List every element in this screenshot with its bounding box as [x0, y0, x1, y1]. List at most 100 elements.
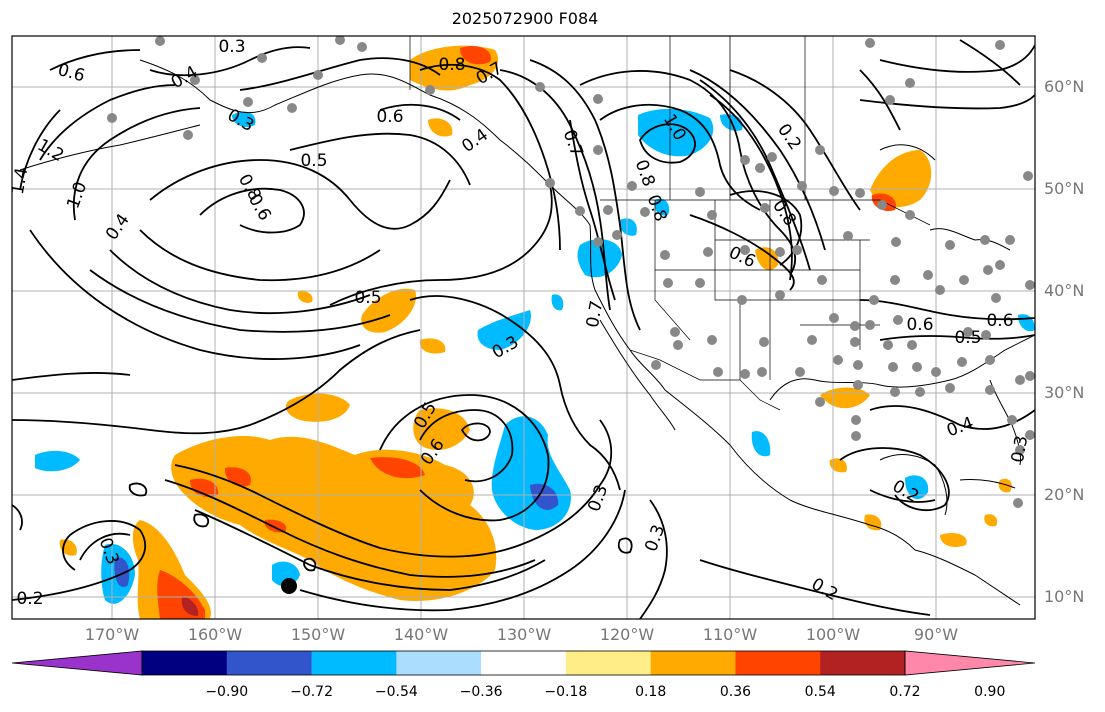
contour-0-3-ne	[859, 69, 901, 131]
fill-pos-trop-band3	[413, 408, 470, 450]
contour-0-3-tropic	[639, 499, 668, 619]
contour-0-6-bc	[529, 59, 641, 331]
contour-alaska-2	[239, 57, 441, 91]
contour-0-2-south	[12, 520, 147, 601]
contour-lines	[12, 39, 1035, 619]
fill-pos-carib	[940, 533, 967, 547]
fill-neg-hawaii-dark	[114, 557, 130, 587]
contour-label: 1.2	[34, 135, 67, 166]
contour-0-8-npac	[199, 187, 305, 234]
contour-label: 0.6	[56, 60, 87, 86]
contour-label: 0.2	[773, 120, 805, 154]
colorbar-tick-label: 0.90	[974, 684, 1006, 700]
coast-alaska	[139, 59, 431, 114]
colorbar-segment	[396, 651, 482, 675]
lat-label-10n: 10°N	[1044, 587, 1085, 606]
contour-0-8-canada	[599, 103, 761, 211]
contour-0-4-wpac	[12, 329, 421, 435]
contour-1-2-west	[39, 84, 176, 161]
contour-small2	[128, 482, 148, 497]
fill-pos-small3	[998, 478, 1012, 493]
lon-label-170w: 170°W	[84, 625, 140, 644]
colorbar	[11, 650, 1036, 676]
contour-label: 0.3	[1008, 434, 1032, 464]
contour-0-6-npac2	[109, 249, 371, 315]
contour-label: 0.8	[643, 192, 671, 224]
coast-mexico	[664, 389, 916, 551]
contour-0-3-south	[79, 532, 131, 561]
colorbar-tick-label: −0.36	[459, 684, 503, 700]
border-us-mexico	[629, 349, 781, 411]
colorbar-frame	[141, 650, 906, 676]
colorbar-tick-label: −0.72	[290, 684, 333, 700]
fill-pos-red3	[370, 457, 425, 479]
fill-neg-west	[35, 450, 80, 472]
fill-neg-east	[1018, 314, 1035, 332]
contour-label: 1.4	[8, 166, 32, 196]
fill-pos-red1	[190, 478, 219, 497]
colorbar-segment	[226, 651, 313, 675]
lat-label-20n: 20°N	[1044, 485, 1085, 504]
contour-label: 0.6	[376, 107, 403, 127]
contour-label: 0.5	[954, 328, 981, 348]
coastlines	[19, 59, 1035, 606]
contour-0-5-npac	[89, 269, 391, 333]
colorbar-segment	[565, 651, 652, 675]
colorbar-tick-label: −0.90	[205, 684, 249, 700]
contour-subtrop-1	[174, 419, 613, 558]
colorbar-tick-label: 0.36	[719, 684, 752, 700]
contour-label: 0.7	[583, 299, 607, 329]
map-frame	[11, 35, 1036, 620]
contour-0-5-mid	[329, 184, 553, 306]
contour-label: 0.2	[808, 574, 841, 605]
station-markers	[107, 36, 1035, 508]
political-borders	[409, 36, 931, 411]
colorbar-segment	[311, 651, 397, 675]
lon-label-160w: 160°W	[187, 625, 243, 644]
lat-label-50n: 50°N	[1044, 179, 1085, 198]
contour-0-2-canada	[729, 69, 861, 211]
fill-neg-westus	[577, 239, 622, 278]
contour-0-5-ne	[959, 39, 1021, 86]
coast-gulf	[769, 334, 1035, 401]
contour-label: 0.2	[16, 589, 43, 609]
contour-subtrop-2	[164, 479, 536, 578]
colorbar-tick-label: 0.18	[635, 684, 667, 700]
negative-anomaly-fills	[35, 108, 1035, 604]
colorbar-extend-high	[904, 650, 1036, 676]
lat-label-30n: 30°N	[1044, 383, 1085, 402]
contour-label: 0.6	[906, 315, 933, 335]
fill-neg-alaska	[232, 111, 256, 127]
contour-1-0-loop	[639, 123, 696, 164]
contour-grad3	[709, 94, 793, 281]
contour-label: 0.4	[102, 210, 134, 244]
contour-small-loop	[460, 422, 491, 442]
fill-neg-mexico	[751, 431, 771, 457]
colorbar-segment	[820, 651, 906, 675]
contour-label: 0.6	[726, 243, 759, 273]
contour-label: 0.8	[438, 55, 465, 75]
fill-pos-south-dark	[181, 596, 199, 616]
border-us-canada	[600, 199, 931, 226]
contour-subtrop-4	[299, 489, 626, 612]
border-state1	[654, 200, 691, 341]
fill-pos-us	[755, 247, 779, 270]
contour-label: 0.4	[168, 62, 201, 93]
coast-central	[914, 549, 1021, 606]
coast-baja	[599, 319, 676, 431]
contour-0-3-mid	[409, 295, 621, 491]
colorbar-extend-low	[11, 650, 143, 676]
contour-0-2-tropic	[699, 559, 931, 616]
fill-pos-midpac	[361, 288, 416, 333]
coast-aleutians	[19, 124, 201, 171]
tropical-cyclone-marker	[281, 578, 297, 594]
colorbar-segment	[650, 651, 736, 675]
contour-0-2-east	[869, 489, 936, 503]
contour-label: 0.4	[944, 413, 976, 441]
contour-0-3-gulf	[839, 447, 950, 512]
positive-anomaly-fills	[59, 45, 1012, 619]
lat-label-60n: 60°N	[1044, 77, 1085, 96]
colorbar-segment	[142, 651, 228, 675]
contour-0-6-gulfak2	[379, 103, 461, 121]
lon-label-120w: 120°W	[599, 625, 655, 644]
